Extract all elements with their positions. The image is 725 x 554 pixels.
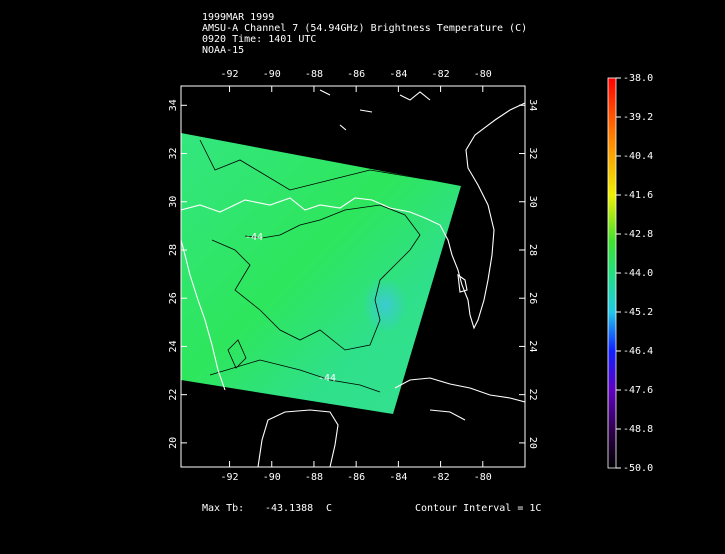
colorbar-label: -41.6 [623, 190, 653, 201]
coastline [394, 377, 525, 403]
coastline [319, 89, 431, 131]
lon-label: -80 [474, 69, 492, 80]
lat-label: 26 [527, 292, 538, 304]
lon-label: -84 [389, 69, 407, 80]
data-swath [181, 133, 461, 414]
lat-label: 30 [168, 196, 179, 208]
colorbar-label: -48.8 [623, 424, 653, 435]
colorbar-label: -40.4 [623, 151, 653, 162]
max-unit: C [326, 503, 332, 514]
contour-line [211, 204, 421, 351]
lat-label: 28 [168, 244, 179, 256]
colorbar-label: -45.2 [623, 307, 653, 318]
contour-line [227, 339, 247, 369]
lat-label: 22 [527, 389, 538, 401]
colorbar-label: -46.4 [623, 346, 653, 357]
lon-label: -86 [347, 69, 365, 80]
coastline [257, 409, 339, 467]
lon-label: -92 [221, 472, 239, 483]
max-label: Max Tb: [202, 503, 244, 514]
lon-label: -88 [305, 472, 323, 483]
lat-label: 24 [168, 340, 179, 352]
contour-line [199, 139, 431, 191]
lon-label: -84 [389, 472, 407, 483]
contour-label: -44 [245, 232, 263, 243]
coastline [181, 239, 226, 391]
colorbar-label: -38.0 [623, 73, 653, 84]
colorbar-ticks: -38.0 -39.2 -40.4 -41.6 -42.8 -44.0 -45.2 -46.4… [616, 73, 653, 474]
lat-label: 28 [527, 244, 538, 256]
lat-label: 20 [168, 437, 179, 449]
lake [457, 273, 468, 293]
lon-label: -88 [305, 69, 323, 80]
lon-label: -82 [432, 472, 450, 483]
header-line: NOAA-15 [202, 45, 244, 56]
lon-label: -82 [432, 69, 450, 80]
lat-label: 22 [168, 389, 179, 401]
header-line: 1999MAR 1999 [202, 12, 274, 23]
map-area [181, 89, 525, 467]
colorbar [607, 77, 617, 469]
colorbar-label: -39.2 [623, 112, 653, 123]
lon-label: -92 [221, 69, 239, 80]
colorbar-label: -44.0 [623, 268, 653, 279]
colorbar-label: -47.6 [623, 385, 653, 396]
lat-label: 32 [527, 147, 538, 159]
max-value: -43.1388 [265, 503, 313, 514]
lon-label: -90 [263, 472, 281, 483]
coastline [181, 102, 525, 330]
lon-label: -86 [347, 472, 365, 483]
map-frame [180, 85, 526, 468]
lat-label: 30 [527, 196, 538, 208]
lat-label: 26 [168, 292, 179, 304]
lon-label: -80 [474, 472, 492, 483]
map-axes: -92 -92 -90 -90 -88 -88 -86 -86 -84 -84 -82 -82 -80 -… [168, 69, 538, 483]
header-line: AMSU-A Channel 7 (54.94GHz) Brightness T… [202, 23, 527, 34]
colorbar-label: -50.0 [623, 463, 653, 474]
header-line: 0920 Time: 1401 UTC [202, 34, 316, 45]
lat-label: 34 [168, 99, 179, 111]
contour-label: -44 [318, 373, 336, 384]
lat-label: 32 [168, 147, 179, 159]
lat-label: 20 [527, 437, 538, 449]
swath-cold-spot [363, 277, 407, 333]
lon-label: -90 [263, 69, 281, 80]
lat-label: 24 [527, 340, 538, 352]
contour-interval: Contour Interval = 1C [415, 503, 541, 514]
coastline [429, 409, 466, 421]
colorbar-label: -42.8 [623, 229, 653, 240]
contour-line [209, 359, 381, 393]
lat-label: 34 [527, 99, 538, 111]
